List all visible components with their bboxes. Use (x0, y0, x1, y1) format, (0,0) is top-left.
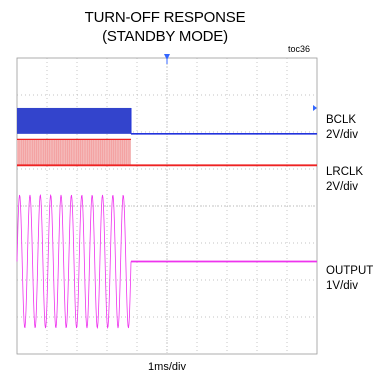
output-label: OUTPUT 1V/div (326, 264, 373, 294)
x-axis-label: 1ms/div (148, 361, 186, 373)
lrclk-label: LRCLK 2V/div (326, 165, 363, 195)
bclk-level-marker (313, 104, 317, 111)
output-trace-sine (16, 194, 132, 329)
title-line-1: TURN-OFF RESPONSE (84, 9, 246, 26)
bclk-name: BCLK (326, 114, 357, 126)
output-name: OUTPUT (326, 265, 374, 277)
title-line-2: (STANDBY MODE) (102, 28, 228, 45)
lrclk-scale: 2V/div (326, 181, 358, 193)
bclk-scale: 2V/div (326, 129, 358, 141)
lrclk-name: LRCLK (326, 166, 364, 178)
bclk-trace-active (17, 107, 131, 134)
chart-title: TURN-OFF RESPONSE (STANDBY MODE) (0, 8, 330, 46)
bclk-label: BCLK 2V/div (326, 113, 358, 143)
figure-code: toc36 (288, 44, 311, 54)
output-scale: 1V/div (326, 280, 358, 292)
